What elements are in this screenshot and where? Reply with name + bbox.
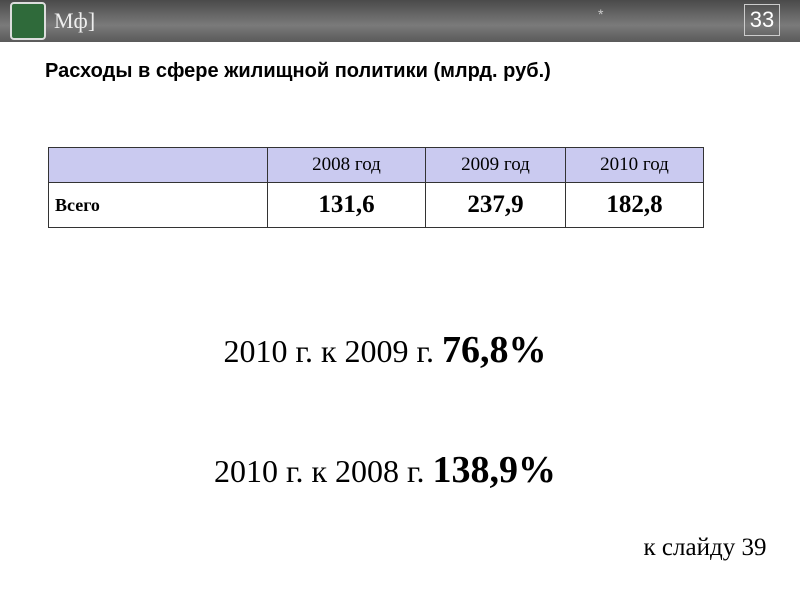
table: 2008 год 2009 год 2010 год Всего 131,6 2… [48, 147, 704, 228]
slide-link[interactable]: к слайду 39 [643, 534, 767, 561]
cell: 131,6 [267, 182, 426, 228]
column-header: 2008 год [267, 147, 426, 183]
title: Расходы в сфере жилищной политики (млрд.… [45, 60, 551, 82]
row-label: Всего [48, 182, 268, 228]
header-bar: Мф] * 33 [0, 0, 800, 42]
row: Всего 131,6 237,9 182,8 [48, 182, 704, 228]
cell: 182,8 [565, 182, 704, 228]
column-header: 2010 год [565, 147, 704, 183]
comparison-value: 138,9% [432, 449, 557, 491]
column-header: 2009 год [425, 147, 566, 183]
marker: * [598, 6, 604, 22]
comparison: 2010 г. к 2008 г. 138,9% [0, 448, 770, 492]
comparison-text: 2010 г. к 2008 г. [213, 453, 425, 489]
comparison-text: 2010 г. к 2009 г. [223, 333, 435, 369]
cell: 237,9 [425, 182, 566, 228]
comparison-value: 76,8% [442, 329, 547, 371]
slide-number: 33 [744, 4, 780, 36]
corner-cell [48, 147, 268, 183]
header-row: 2008 год 2009 год 2010 год [48, 147, 704, 183]
logo-text: Мф] [54, 8, 96, 33]
logo [10, 2, 46, 40]
comparison: 2010 г. к 2009 г. 76,8% [0, 328, 770, 372]
